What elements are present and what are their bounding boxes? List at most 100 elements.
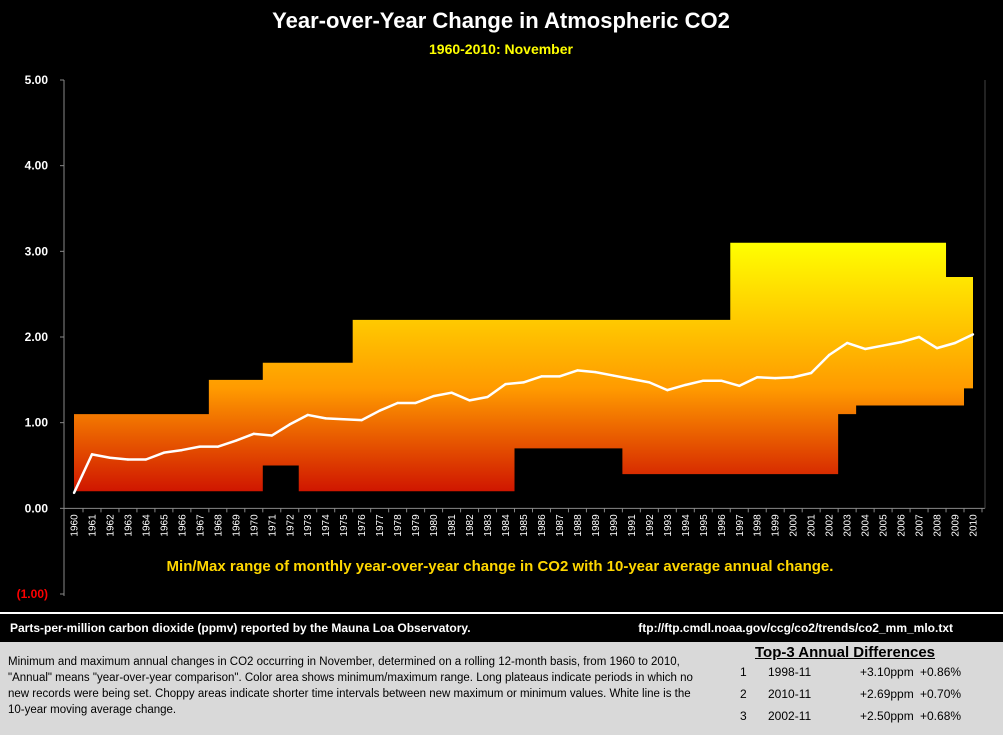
avg-point-1972 <box>288 423 291 426</box>
avg-point-1960 <box>72 491 76 495</box>
avg-point-1998 <box>756 376 759 379</box>
top3-pct: +0.86% <box>920 665 962 679</box>
x-tick-label: 1992 <box>645 514 656 537</box>
range-mark-1980 <box>425 320 443 491</box>
x-tick-label: 1985 <box>519 514 530 537</box>
range-mark-1976 <box>353 320 371 491</box>
x-tick-label: 1984 <box>501 514 512 537</box>
avg-point-1997 <box>738 384 741 388</box>
x-tick-label: 1991 <box>627 514 638 537</box>
x-tick-label: 2002 <box>825 514 836 537</box>
avg-point-1979 <box>414 401 417 405</box>
x-tick-label: 1995 <box>699 514 710 537</box>
range-mark-1964 <box>137 414 155 491</box>
avg-point-1993 <box>666 388 669 392</box>
x-tick-label: 2007 <box>915 514 926 537</box>
avg-point-1968 <box>216 445 220 448</box>
x-tick-label: 2008 <box>933 514 944 537</box>
avg-point-2005 <box>881 344 885 347</box>
range-mark-1992 <box>640 320 658 474</box>
top3-title: Top-3 Annual Differences <box>754 644 936 661</box>
x-tick-label: 2001 <box>807 514 818 537</box>
y-tick-label: (1.00) <box>17 587 48 601</box>
range-mark-1966 <box>173 414 191 491</box>
range-mark-1977 <box>371 320 389 491</box>
range-mark-2002 <box>820 243 838 474</box>
x-tick-label: 2006 <box>897 514 908 537</box>
y-tick-label: 4.00 <box>25 159 49 173</box>
x-tick-label: 1980 <box>429 514 440 537</box>
x-tick-label: 1960 <box>70 514 81 537</box>
chart-title: Year-over-Year Change in Atmospheric CO2 <box>272 8 730 33</box>
avg-point-2002 <box>827 353 831 357</box>
description-panel: Minimum and maximum annual changes in CO… <box>0 642 1003 735</box>
y-tick-label: 1.00 <box>25 416 49 430</box>
x-tick-label: 1983 <box>483 514 494 537</box>
x-tick-label: 1967 <box>195 514 206 537</box>
avg-point-1981 <box>450 391 453 394</box>
x-tick-label: 1972 <box>285 514 296 537</box>
range-mark-2003 <box>838 243 856 414</box>
avg-point-1983 <box>486 395 489 399</box>
avg-point-1978 <box>396 401 399 405</box>
avg-point-1986 <box>540 375 543 378</box>
avg-point-1977 <box>378 409 381 412</box>
avg-point-1985 <box>522 381 525 384</box>
avg-point-2006 <box>899 340 903 344</box>
avg-point-1962 <box>108 456 112 459</box>
avg-point-1984 <box>504 382 507 386</box>
range-mark-1975 <box>335 363 353 492</box>
source-url: ftp://ftp.cmdl.noaa.gov/ccg/co2/trends/c… <box>638 621 953 635</box>
range-mark-1991 <box>622 320 640 474</box>
range-mark-1971 <box>263 363 281 466</box>
avg-point-1995 <box>702 379 705 382</box>
range-mark-2007 <box>910 243 928 406</box>
range-mark-1993 <box>658 320 676 474</box>
y-tick-label: 3.00 <box>25 244 49 258</box>
x-tick-label: 2003 <box>843 514 854 537</box>
source-credit: Parts-per-million carbon dioxide (ppmv) … <box>10 621 471 635</box>
avg-point-2000 <box>792 376 795 379</box>
x-tick-label: 1987 <box>555 514 566 537</box>
avg-point-1980 <box>432 394 435 398</box>
avg-point-1965 <box>162 451 166 454</box>
x-tick-label: 1982 <box>465 514 476 537</box>
x-tick-label: 1974 <box>321 514 332 537</box>
range-mark-1963 <box>119 414 137 491</box>
x-tick-label: 1961 <box>87 514 98 537</box>
x-tick-label: 2010 <box>969 514 980 537</box>
range-mark-2004 <box>856 243 874 406</box>
x-tick-label: 1963 <box>123 514 134 537</box>
top3-pct: +0.68% <box>920 709 962 723</box>
range-mark-1962 <box>101 414 119 491</box>
chart-area: Year-over-Year Change in Atmospheric CO2… <box>16 8 986 601</box>
range-mark-1982 <box>461 320 479 491</box>
top3-period: 2002-11 <box>768 709 812 723</box>
avg-point-1990 <box>612 374 615 377</box>
range-mark-1972 <box>281 363 299 466</box>
top3-period: 1998-11 <box>768 665 812 679</box>
avg-point-1964 <box>144 458 148 461</box>
x-tick-label: 1986 <box>537 514 548 537</box>
top3-ppm: +3.10ppm <box>860 665 914 679</box>
range-mark-1990 <box>604 320 622 449</box>
range-mark-1998 <box>748 243 766 474</box>
top3-ppm: +2.69ppm <box>860 687 914 701</box>
x-tick-label: 1971 <box>267 514 278 537</box>
avg-point-1973 <box>306 413 309 417</box>
avg-point-1975 <box>342 418 345 421</box>
source-bar: Parts-per-million carbon dioxide (ppmv) … <box>0 612 1003 642</box>
x-tick-label: 1977 <box>375 514 386 537</box>
avg-point-2001 <box>809 371 813 375</box>
x-tick-label: 1996 <box>717 514 728 537</box>
range-mark-2001 <box>802 243 820 474</box>
avg-point-2007 <box>917 335 921 339</box>
top3-rank: 2 <box>740 687 747 701</box>
x-tick-label: 1975 <box>339 514 350 537</box>
range-mark-1961 <box>83 414 101 491</box>
range-mark-1988 <box>568 320 586 449</box>
avg-point-1999 <box>774 376 777 380</box>
range-mark-1984 <box>497 320 515 491</box>
x-tick-label: 2009 <box>951 514 962 537</box>
avg-point-1994 <box>684 383 687 387</box>
